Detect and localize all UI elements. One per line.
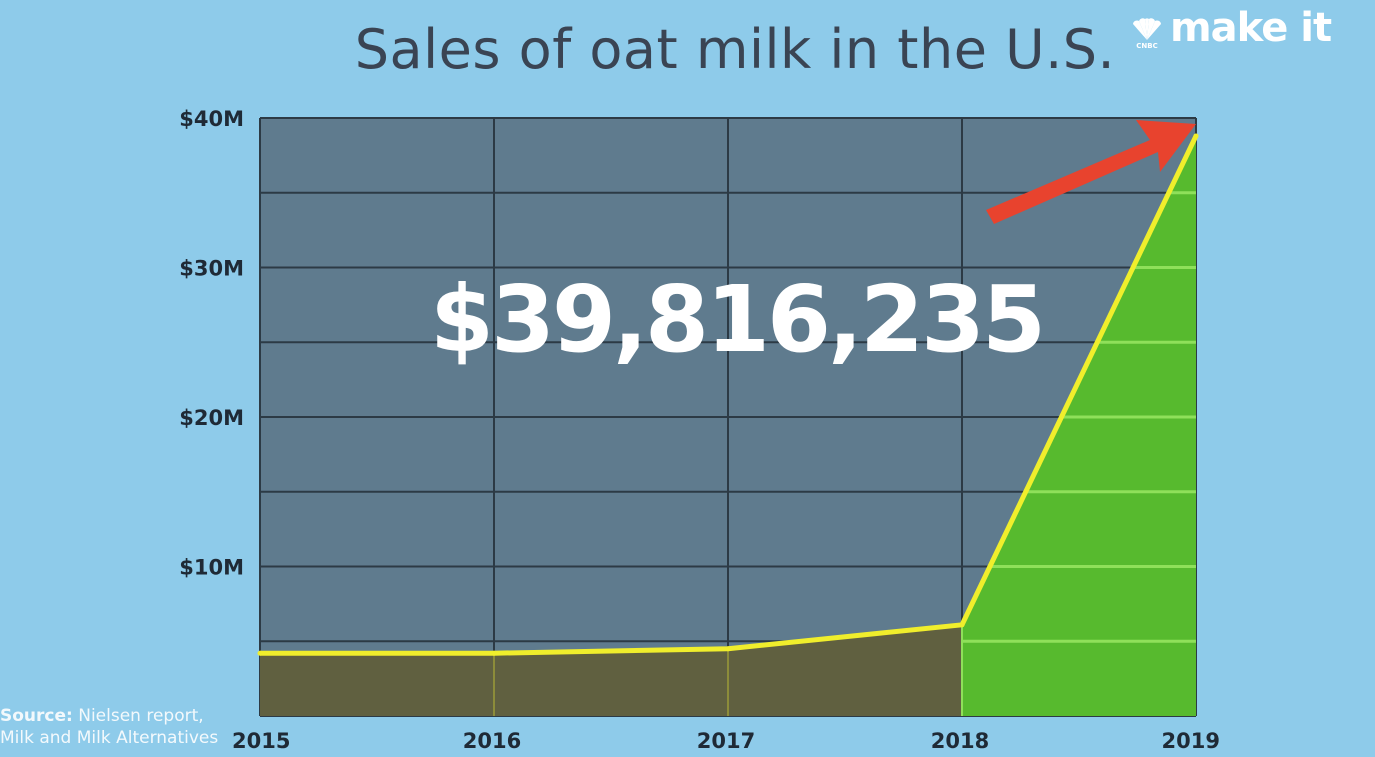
y-axis-ticks: $10M $20M $30M $40M bbox=[179, 107, 244, 580]
chart-title: Sales of oat milk in the U.S. bbox=[354, 18, 1116, 81]
x-tick-label: 2017 bbox=[697, 729, 755, 753]
highlight-area-fill bbox=[962, 135, 1196, 716]
area-fill bbox=[260, 624, 962, 716]
source-label: Source: bbox=[0, 706, 73, 726]
x-axis-ticks: 2015 2016 2017 2018 2019 bbox=[232, 729, 1220, 753]
y-tick-label: $30M bbox=[179, 257, 244, 281]
data-point bbox=[725, 646, 731, 652]
highlight-gridlines bbox=[493, 191, 1196, 716]
trend-arrow-icon bbox=[986, 120, 1196, 224]
x-tick-label: 2015 bbox=[232, 729, 290, 753]
data-point bbox=[257, 650, 263, 656]
data-points bbox=[257, 133, 1199, 656]
source-note: Source: Nielsen report, Milk and Milk Al… bbox=[0, 705, 218, 749]
data-point bbox=[491, 650, 497, 656]
data-point bbox=[959, 622, 965, 628]
source-line-2: Milk and Milk Alternatives bbox=[0, 728, 219, 748]
source-line-1: Nielsen report, bbox=[78, 706, 204, 726]
cnbc-label: CNBC bbox=[1136, 42, 1158, 50]
y-tick-label: $40M bbox=[179, 107, 244, 131]
y-tick-label: $10M bbox=[179, 556, 244, 580]
brand-name: make it bbox=[1170, 5, 1332, 51]
x-tick-label: 2019 bbox=[1162, 729, 1220, 753]
peacock-icon: CNBC bbox=[1130, 18, 1164, 50]
x-tick-label: 2018 bbox=[931, 729, 989, 753]
data-point bbox=[1193, 133, 1199, 139]
highlight-value: $39,816,235 bbox=[430, 266, 1046, 373]
cnbc-make-it-logo: CNBC make it bbox=[1130, 5, 1332, 51]
y-tick-label: $20M bbox=[179, 406, 244, 430]
x-tick-label: 2016 bbox=[463, 729, 521, 753]
